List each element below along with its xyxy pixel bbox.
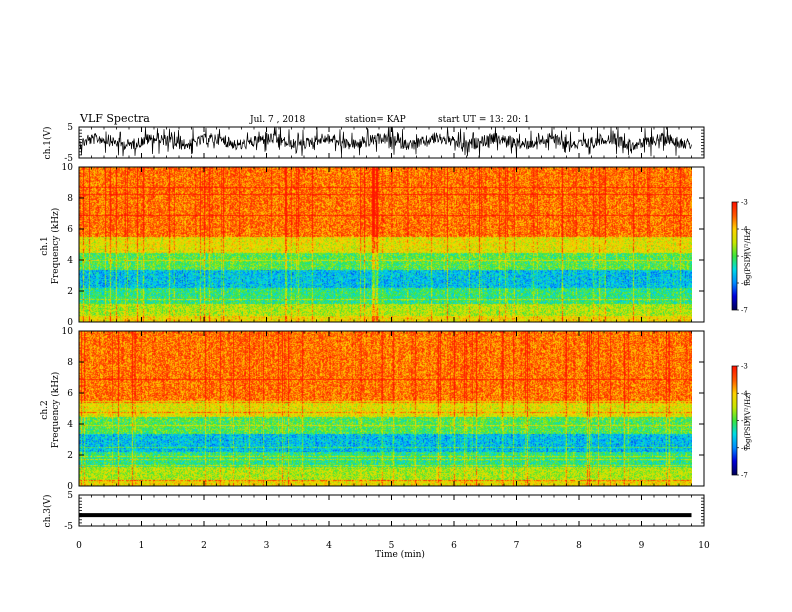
spec1-colorbar-tick-label: -7 [741,307,748,315]
ch3-ytick-label: 5 [67,491,73,501]
date-label: Jul. 7 , 2018 [249,115,305,125]
spec1-colorbar-tick-label: -6 [741,280,748,288]
spec2-ytick-label: 2 [67,451,73,461]
x-tick-label: 9 [639,541,645,551]
spec2-colorbar-tick-label: -4 [741,390,748,398]
ch1-waveform-panel: 5 -5 [64,123,705,164]
spec1-ytick-label: 4 [67,256,73,266]
x-tick-label: 0 [76,541,82,551]
x-tick-label: 5 [389,541,395,551]
spec1-heatmap-image [79,167,692,322]
x-axis: 0 1 2 3 4 5 6 7 8 9 10 [76,541,710,551]
ch1-ytick-label: 5 [67,123,73,133]
spec1-ytick-label: 8 [67,194,73,204]
spec1-ytick-label: 6 [67,225,73,235]
spec1-colorbar [732,202,737,310]
spec2-colorbar-tick-label: -7 [741,472,748,480]
spec2-heatmap-image [79,331,692,486]
ch3-ylabel: ch.3(V) [42,495,53,528]
x-tick-label: 7 [514,541,520,551]
spec2-ytick-label: 4 [67,420,73,430]
ch3-waveform-panel: 5 -5 [64,491,705,532]
x-tick-label: 1 [139,541,145,551]
x-tick-label: 8 [576,541,582,551]
station-label: station= KAP [345,115,406,125]
spec2-colorbar-tick-label: -3 [741,363,748,371]
spec2-colorbar [732,366,737,475]
spec1-ylabel-line1: ch.1 [40,236,50,255]
figure-title: VLF Spectra [79,112,150,125]
ch1-spectrogram-panel: 0 2 4 6 8 10 -3 -4 -5 -6 -7 [62,163,749,328]
spec2-ylabel-line1: ch.2 [40,400,50,419]
x-tick-label: 2 [201,541,207,551]
ch1-ylabel: ch.1(V) [42,127,53,160]
start-time-label: start UT = 13: 20: 1 [438,115,530,125]
x-tick-label: 10 [698,541,710,551]
spec2-ytick-label: 0 [67,482,73,492]
colorbar2-label: log(PSD)(V²/Hz) [744,392,752,449]
x-tick-label: 6 [451,541,457,551]
ch2-spectrogram-panel: 0 2 4 6 8 10 -3 -4 -5 -6 -7 [62,327,749,492]
spec1-colorbar-tick-label: -5 [741,253,748,261]
ch3-ytick-label: -5 [64,522,73,532]
spec1-colorbar-tick-label: -3 [741,199,748,207]
spec1-ytick-label: 10 [62,163,74,173]
spec1-colorbar-tick-label: -4 [741,226,748,234]
ch1-ytick-label: -5 [64,154,73,164]
x-tick-label: 4 [326,541,332,551]
colorbar1-label: log(PSD)(V²/Hz) [744,228,752,285]
x-tick-label: 3 [264,541,270,551]
spec2-ytick-label: 8 [67,358,73,368]
spec2-ylabel-line2: Frequency (kHz) [50,372,61,449]
spec2-colorbar-tick-label: -6 [741,444,748,452]
spec2-ytick-label: 10 [62,327,74,337]
x-axis-title: Time (min) [375,549,425,560]
spec1-ytick-label: 0 [67,318,73,328]
spec1-ytick-label: 2 [67,287,73,297]
spec2-colorbar-tick-label: -5 [741,417,748,425]
spec1-ylabel-line2: Frequency (kHz) [50,208,61,285]
ch1-series-line [79,126,692,159]
spec2-ytick-label: 6 [67,389,73,399]
